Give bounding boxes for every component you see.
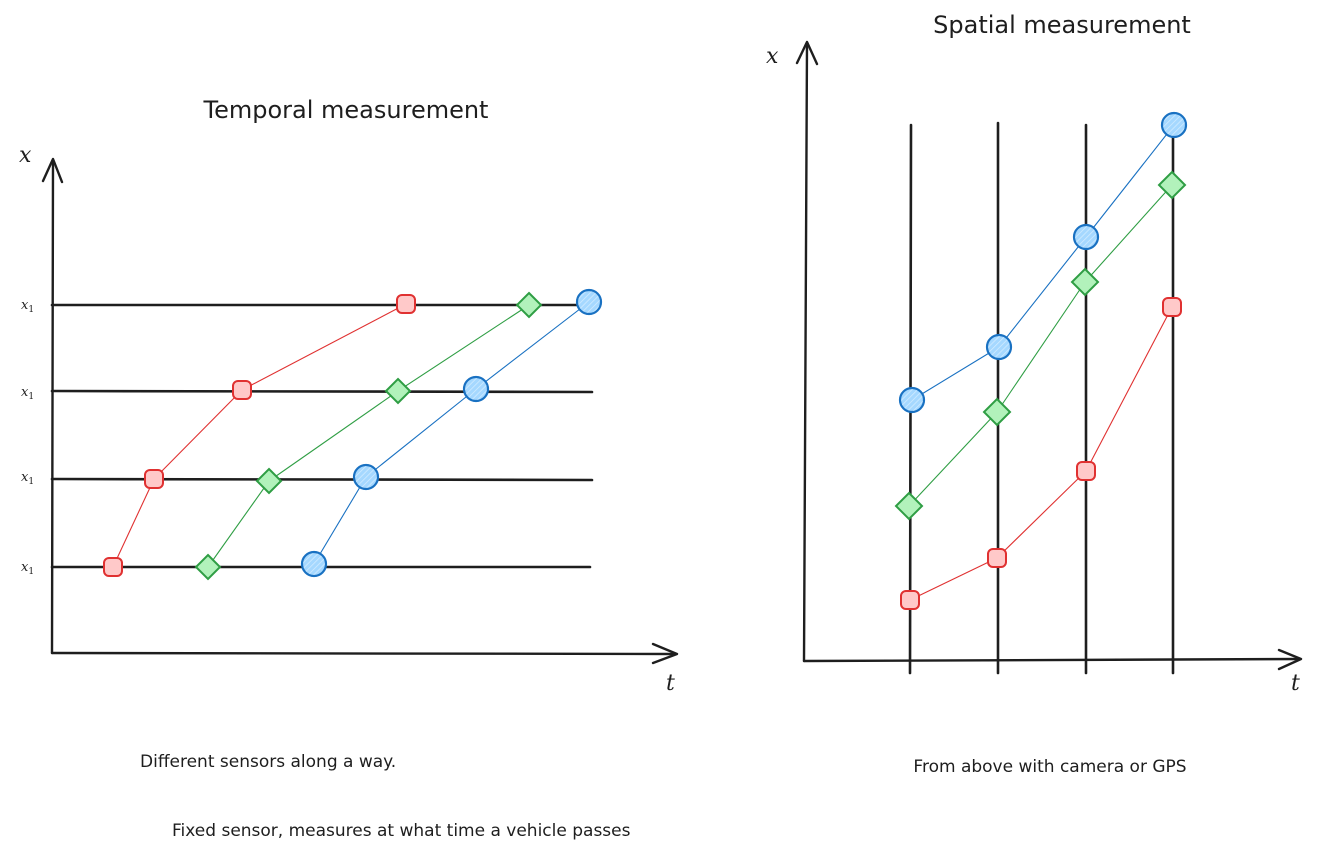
green-diamond-icon	[1157, 170, 1187, 200]
green-diamond-icon	[384, 377, 412, 405]
spatial-axes	[795, 40, 1303, 671]
green-diamond-icon	[894, 491, 924, 521]
spatial-title: Spatial measurement	[933, 11, 1191, 39]
temporal-caption-1: Different sensors along a way.	[140, 752, 396, 772]
temporal-x-axis	[50, 651, 678, 656]
spatial-x-axis-label: t	[1291, 671, 1300, 696]
sensor-label-4: x1	[21, 298, 34, 315]
red-square-icon	[103, 557, 123, 577]
temporal-markers	[103, 288, 603, 581]
temporal-trajectories	[112, 301, 590, 568]
red-square-icon	[1076, 461, 1096, 481]
time-snapshot-lines	[908, 121, 1175, 675]
spatial-y-axis-label: x	[766, 44, 779, 69]
sensor-lines	[50, 303, 594, 569]
temporal-axes	[41, 157, 679, 665]
spatial-markers	[894, 111, 1188, 610]
red-square-icon	[396, 294, 416, 314]
green-diamond-icon	[515, 291, 543, 319]
temporal-x-axis-label: t	[666, 671, 675, 696]
temporal-panel: Temporal measurement x t x1 x1 x1 x1	[19, 96, 679, 841]
spatial-panel: Spatial measurement x t	[766, 11, 1303, 777]
spatial-y-arrowhead	[795, 40, 819, 66]
red-square-icon	[900, 590, 920, 610]
green-diamond-icon	[194, 553, 222, 581]
green-diamond-icon	[255, 467, 283, 495]
sensor-line-2	[50, 477, 594, 482]
green-diamond-icon	[1070, 267, 1100, 297]
temporal-y-axis-label: x	[19, 143, 32, 168]
red-square-icon	[987, 548, 1007, 568]
sensor-line-3	[50, 389, 594, 394]
red-square-icon	[1162, 297, 1182, 317]
blue-vehicle-trajectory	[313, 301, 590, 565]
spatial-x-arrowhead	[1277, 648, 1303, 671]
marker-hatching	[303, 114, 1185, 575]
spatial-y-axis	[802, 41, 809, 663]
red-vehicle-trajectory	[112, 303, 407, 568]
green-vehicle-trajectory	[207, 304, 530, 568]
temporal-title: Temporal measurement	[203, 96, 489, 124]
sensor-label-2: x1	[21, 470, 34, 487]
red-vehicle-positions	[909, 306, 1173, 601]
red-square-icon	[144, 469, 164, 489]
blue-vehicle-positions	[911, 124, 1175, 401]
green-vehicle-positions	[908, 184, 1173, 507]
temporal-y-arrowhead	[41, 157, 64, 184]
spatial-caption: From above with camera or GPS	[913, 757, 1186, 777]
spatial-x-axis	[802, 657, 1302, 663]
sensor-label-1: x1	[21, 560, 34, 577]
temporal-y-axis	[50, 158, 55, 655]
temporal-caption-2: Fixed sensor, measures at what time a ve…	[172, 821, 631, 841]
sensor-label-3: x1	[21, 385, 34, 402]
green-diamond-icon	[982, 397, 1012, 427]
red-square-icon	[232, 380, 252, 400]
spatial-trajectories	[908, 124, 1175, 601]
sensor-labels: x1 x1 x1 x1	[21, 298, 34, 577]
temporal-x-arrowhead	[651, 642, 679, 665]
